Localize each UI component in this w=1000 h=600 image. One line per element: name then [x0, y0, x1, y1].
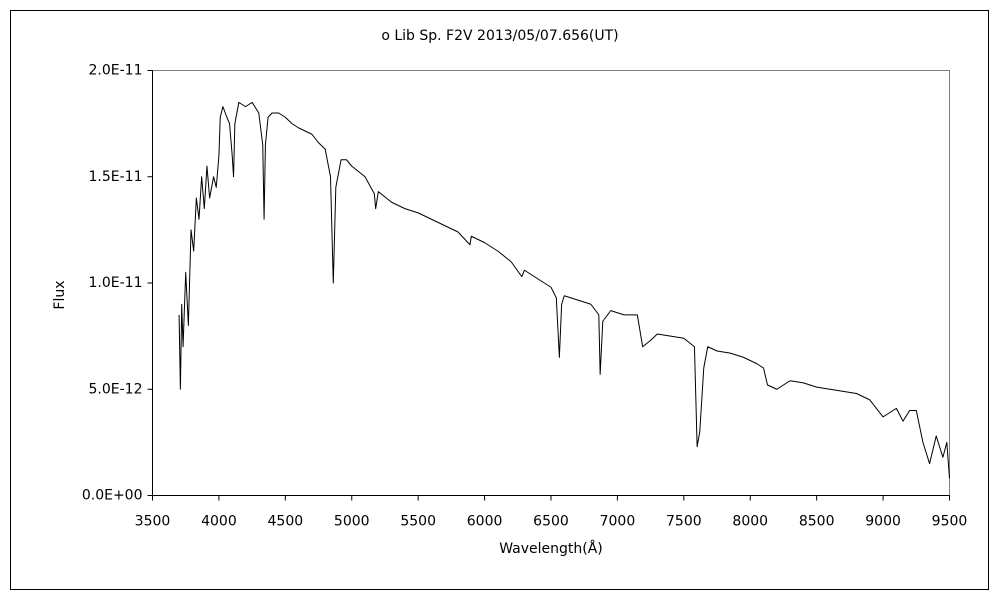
x-tick-label: 4000 [201, 514, 237, 530]
x-tick-label: 6000 [467, 514, 503, 530]
x-tick-label: 7000 [600, 514, 636, 530]
y-axis-label: Flux [52, 280, 68, 309]
y-tick-label: 1.5E-11 [89, 169, 143, 185]
x-tick-label: 8500 [799, 514, 835, 530]
y-tick-label: 0.0E+00 [82, 488, 143, 504]
x-tick-label: 5500 [400, 514, 436, 530]
plot-frame [152, 70, 950, 496]
x-tick-label: 9500 [932, 514, 968, 530]
x-tick-label: 6500 [533, 514, 569, 530]
x-tick-label: 9000 [865, 514, 901, 530]
x-tick-label: 8000 [732, 514, 768, 530]
x-tick-label: 7500 [666, 514, 702, 530]
chart-title: o Lib Sp. F2V 2013/05/07.656(UT) [381, 28, 618, 44]
x-tick-label: 5000 [334, 514, 370, 530]
y-tick-label: 1.0E-11 [89, 275, 143, 291]
chart-border [10, 10, 989, 590]
spectrum-line [178, 101, 950, 479]
x-axis-label: Wavelength(Å) [499, 540, 603, 557]
y-tick-label: 2.0E-11 [89, 63, 143, 79]
x-tick-label: 3500 [135, 514, 171, 530]
y-tick-label: 5.0E-12 [89, 381, 143, 397]
x-tick-label: 4500 [268, 514, 304, 530]
